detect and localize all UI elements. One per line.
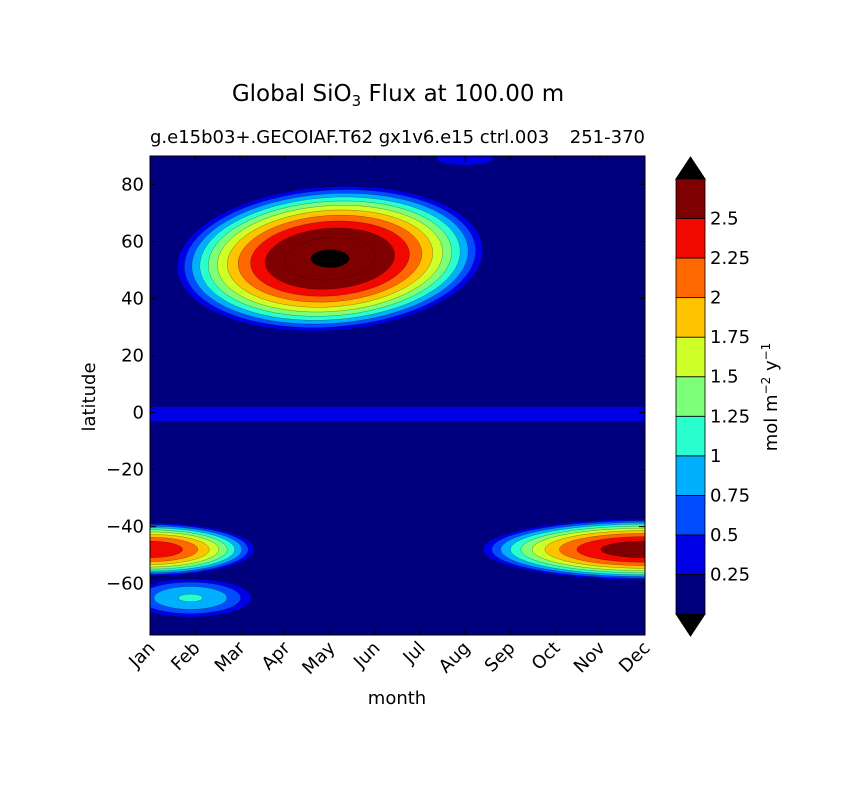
colorbar-tick-label: 0.25 bbox=[710, 564, 750, 585]
colorbar-label: mol m−2 y−1 bbox=[759, 343, 782, 452]
colorbar-segment bbox=[675, 455, 706, 496]
colorbar-segment bbox=[675, 534, 706, 575]
y-tick-label: 20 bbox=[121, 346, 144, 367]
chart-title: Global SiO3 Flux at 100.00 m bbox=[232, 81, 564, 110]
south-band-dec-level-10 bbox=[600, 540, 645, 558]
colorbar-tick-label: 1.25 bbox=[710, 406, 750, 427]
colorbar-tick-label: 2.25 bbox=[710, 248, 750, 269]
y-tick-label: 40 bbox=[121, 289, 144, 310]
colorbar-tick-label: 1 bbox=[710, 446, 721, 467]
chart-subtitle-overlap: 251-370 bbox=[570, 127, 645, 148]
x-tick-label: Aug bbox=[435, 638, 475, 678]
colorbar-tick-label: 0.5 bbox=[710, 525, 739, 546]
south-band-dec bbox=[482, 518, 645, 581]
x-tick-label: Jun bbox=[349, 638, 384, 673]
x-axis-label: month bbox=[368, 688, 426, 709]
south-band-jan bbox=[150, 522, 255, 577]
x-tick-label: May bbox=[298, 637, 339, 678]
x-tick-label: Jan bbox=[124, 638, 159, 673]
x-tick-label: Jul bbox=[399, 638, 430, 669]
south-band-jan-level-9 bbox=[150, 540, 183, 558]
colorbar-tick-label: 0.75 bbox=[710, 485, 750, 506]
y-tick-label: 60 bbox=[121, 232, 144, 253]
y-tick-label: 0 bbox=[133, 403, 144, 424]
plot-area bbox=[149, 155, 646, 636]
colorbar-segment bbox=[675, 218, 706, 259]
colorbar-segment bbox=[675, 494, 706, 536]
x-tick-label: Nov bbox=[570, 637, 610, 677]
north-bloom bbox=[176, 186, 484, 332]
x-tick-label: Dec bbox=[615, 638, 654, 677]
x-tick-label: Apr bbox=[258, 637, 295, 674]
colorbar-segment bbox=[675, 376, 706, 417]
colorbar-segment bbox=[675, 178, 706, 219]
antarctic-coastal-level-4 bbox=[178, 593, 203, 602]
plot-frame bbox=[149, 155, 646, 636]
colorbar-segment bbox=[675, 336, 706, 378]
chart-subtitle: g.e15b03+.GECOIAF.T62 gx1v6.e15 ctrl.003 bbox=[150, 127, 549, 148]
colorbar-tick-label: 2.5 bbox=[710, 209, 739, 230]
colorbar-tick-label: 1.75 bbox=[710, 327, 750, 348]
x-tick-label: Feb bbox=[167, 638, 204, 675]
y-tick-label: −20 bbox=[106, 460, 144, 481]
colorbar-under-arrow bbox=[675, 613, 706, 637]
colorbar-segment bbox=[675, 415, 706, 457]
colorbar-over-arrow bbox=[675, 156, 706, 180]
equatorial-band bbox=[150, 406, 645, 422]
colorbar-segment bbox=[675, 257, 706, 299]
y-tick-label: −60 bbox=[106, 574, 144, 595]
x-tick-label: Sep bbox=[481, 638, 520, 677]
y-tick-label: 80 bbox=[121, 175, 144, 196]
colorbar: 0.25 0.5 0.75 1 1.25 1.5 1.75 2 2.25 2.5 bbox=[675, 156, 750, 637]
colorbar-tick-label: 2 bbox=[710, 288, 721, 309]
colorbar-segment bbox=[675, 574, 706, 615]
antarctic-coastal bbox=[150, 578, 252, 618]
colorbar-tick-label: 1.5 bbox=[710, 367, 739, 388]
y-axis-label: latitude bbox=[79, 362, 100, 431]
x-tick-label: Mar bbox=[211, 637, 250, 676]
colorbar-segment bbox=[675, 297, 706, 338]
x-tick-label: Oct bbox=[528, 638, 565, 675]
north-bloom-over bbox=[310, 249, 350, 268]
y-axis: 80 60 40 20 0 −20 −40 −60 bbox=[106, 175, 645, 595]
y-tick-label: −40 bbox=[106, 517, 144, 538]
